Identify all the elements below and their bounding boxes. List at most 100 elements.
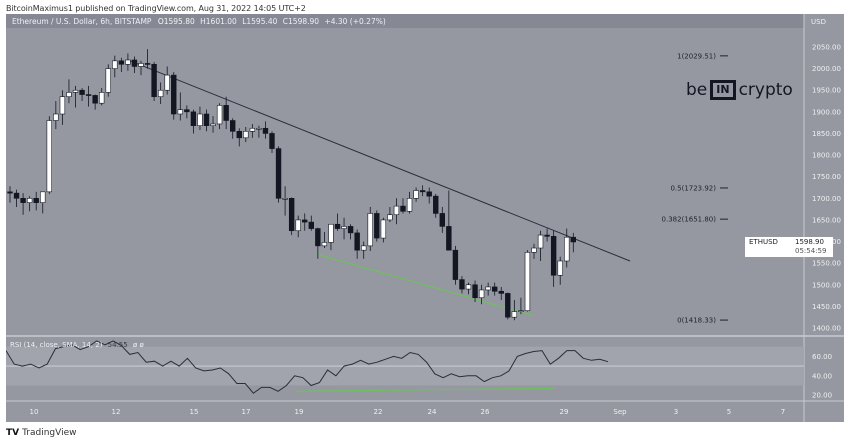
candle xyxy=(79,88,85,102)
candle xyxy=(308,215,314,231)
candle xyxy=(26,196,33,212)
candle xyxy=(275,146,282,203)
time-axis-tick: 10 xyxy=(30,408,39,416)
candle xyxy=(498,286,504,300)
candle xyxy=(505,292,511,320)
candle xyxy=(367,206,373,252)
candle xyxy=(564,228,570,268)
price-axis-tick: 1550.00 xyxy=(812,260,841,268)
tradingview-logo-icon: TV xyxy=(6,428,20,438)
candle xyxy=(328,223,334,251)
candle xyxy=(46,116,53,194)
candle xyxy=(66,79,72,104)
legend-low-value: 1595.40 xyxy=(246,17,278,26)
candle xyxy=(223,96,229,130)
chart-legend: Ethereum / U.S. Dollar, 6h, BITSTAMP O15… xyxy=(12,17,386,26)
candlestick-chart[interactable]: 1(2029.51) 0.5(1723.92) 0.382(1651.80) 0(14… xyxy=(5,14,844,422)
candle xyxy=(249,123,256,138)
last-price-value: 1598.90 xyxy=(795,238,824,246)
time-axis-tick: 7 xyxy=(781,408,785,416)
candle xyxy=(439,206,445,233)
candle xyxy=(13,189,20,207)
fib-level-label: 0.5(1723.92) xyxy=(670,184,716,192)
candle xyxy=(210,116,216,133)
published-info: BitcoinMaximus1 published on TradingView… xyxy=(6,4,306,13)
time-axis-tick: 24 xyxy=(428,408,437,416)
footer-brand: TradingView xyxy=(22,428,77,438)
candle xyxy=(452,245,459,285)
candle xyxy=(144,49,151,69)
candle xyxy=(433,193,439,218)
price-axis-tick: 1650.00 xyxy=(812,216,841,224)
last-price-symbol: ETHUSD xyxy=(749,238,778,246)
candle xyxy=(282,186,288,216)
candle xyxy=(341,217,347,240)
watermark-left: be xyxy=(686,80,708,100)
price-axis-tick: 1750.00 xyxy=(812,173,841,181)
price-axis-tick: 1950.00 xyxy=(812,87,841,95)
legend-bar xyxy=(6,14,804,28)
candle xyxy=(33,191,39,211)
candle xyxy=(99,88,105,106)
candle xyxy=(511,299,518,321)
candle xyxy=(302,213,308,231)
support-line[interactable] xyxy=(317,253,535,317)
candle xyxy=(400,198,406,214)
candle xyxy=(393,198,400,225)
candle xyxy=(380,217,387,243)
candle xyxy=(243,126,249,143)
fib-level-label: 0.382(1651.80) xyxy=(662,216,717,224)
price-pane[interactable] xyxy=(7,49,631,321)
candle xyxy=(426,187,432,204)
candle xyxy=(570,232,577,253)
candle xyxy=(485,282,491,296)
candle xyxy=(295,215,301,238)
fib-level-label: 1(2029.51) xyxy=(677,52,716,60)
candle xyxy=(537,230,544,261)
price-axis-tick: 1450.00 xyxy=(812,303,841,311)
price-axis-tick: 1900.00 xyxy=(812,108,841,116)
legend-close-value: 1598.90 xyxy=(288,17,320,26)
time-axis-tick: 5 xyxy=(727,408,731,416)
time-axis-tick: 22 xyxy=(374,408,383,416)
candle xyxy=(406,191,413,214)
rsi-axis-tick: 20.00 xyxy=(812,392,832,400)
candle xyxy=(157,82,164,105)
legend-change: +4.30 (+0.27%) xyxy=(324,17,386,26)
candle xyxy=(334,213,341,231)
candle xyxy=(40,191,46,214)
candle xyxy=(138,60,144,76)
candle xyxy=(190,109,197,134)
descending-resistance-line[interactable] xyxy=(127,59,631,262)
candle xyxy=(7,186,13,203)
rsi-axis-tick: 40.00 xyxy=(812,372,832,380)
chart-area[interactable]: 1(2029.51) 0.5(1723.92) 0.382(1651.80) 0(14… xyxy=(5,14,844,422)
candle xyxy=(72,85,79,108)
legend-close-label: C xyxy=(282,17,289,26)
rsi-label: RSI (14, close, SMA, 14, 2) xyxy=(10,341,103,349)
candle xyxy=(360,241,367,259)
candle xyxy=(112,55,118,78)
legend-open-value: 1595.80 xyxy=(163,17,195,26)
candle xyxy=(197,106,203,131)
price-axis-tick: 2000.00 xyxy=(812,65,841,73)
footer: TV TradingView xyxy=(6,428,77,438)
candle xyxy=(118,57,125,73)
rsi-divergence-line[interactable] xyxy=(295,387,555,392)
legend-high-value: 1601.00 xyxy=(205,17,237,26)
candle xyxy=(151,62,157,102)
candle xyxy=(125,53,131,71)
last-price-tag: ETHUSD 1598.90 05:54:59 xyxy=(745,237,833,257)
rsi-axis-tick: 60.00 xyxy=(812,353,832,361)
time-axis-tick: 29 xyxy=(560,408,569,416)
time-axis-tick: 15 xyxy=(190,408,199,416)
candle xyxy=(465,282,472,295)
price-axis-tick: 1500.00 xyxy=(812,281,841,289)
candle xyxy=(92,94,98,110)
candle xyxy=(230,118,236,139)
rsi-value: 54.55 xyxy=(107,341,128,349)
candle xyxy=(518,297,524,315)
rsi-pane[interactable] xyxy=(5,340,804,394)
candle xyxy=(203,109,210,132)
candle xyxy=(478,284,485,305)
